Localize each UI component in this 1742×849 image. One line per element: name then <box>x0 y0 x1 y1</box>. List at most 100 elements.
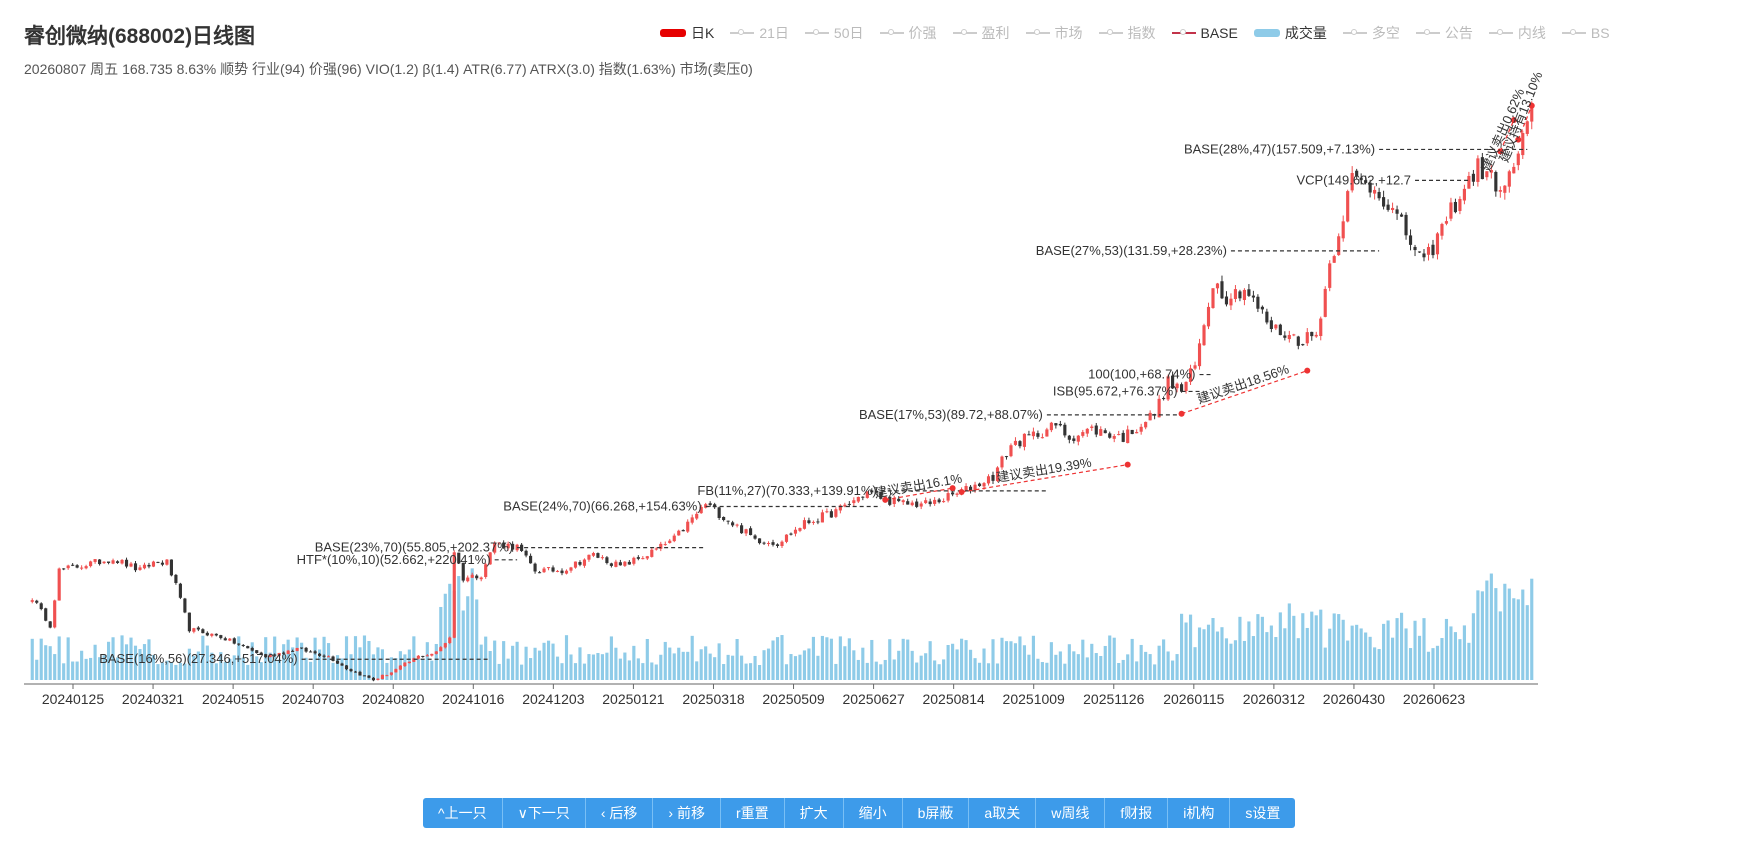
candle <box>169 559 173 577</box>
volume-bar <box>1494 588 1498 680</box>
legend-item-8[interactable]: 成交量 <box>1253 23 1327 43</box>
candle <box>1238 289 1242 302</box>
candle <box>1193 361 1197 371</box>
candle <box>1355 168 1359 180</box>
base-annotation: BASE(23%,70)(55.805,+202.37%) <box>315 540 706 555</box>
candle <box>425 654 429 657</box>
volume-bar <box>309 661 313 680</box>
candle <box>663 541 667 546</box>
candle <box>924 497 928 505</box>
toolbar-button-8[interactable]: a取关 <box>969 798 1037 828</box>
toolbar-button-7[interactable]: b屏蔽 <box>902 798 970 828</box>
candle <box>335 660 340 664</box>
candle <box>614 559 618 568</box>
volume-bar <box>219 652 223 680</box>
volume-bar <box>1377 649 1381 680</box>
candle <box>1144 421 1148 430</box>
volume-bar <box>376 647 380 680</box>
candle <box>367 675 371 679</box>
volume-bar <box>353 636 358 680</box>
toolbar-button-6[interactable]: 缩小 <box>843 798 903 828</box>
toolbar-button-9[interactable]: w周线 <box>1036 798 1106 828</box>
candle <box>1413 244 1417 257</box>
candle <box>120 559 124 565</box>
candle <box>48 621 52 629</box>
volume-bar <box>573 663 578 680</box>
volume-bar <box>461 610 465 680</box>
volume-bar <box>66 637 70 680</box>
volume-bar <box>951 643 955 680</box>
candle <box>677 529 681 536</box>
legend-item-5[interactable]: 市场 <box>1025 23 1083 43</box>
volume-bar <box>1525 605 1529 680</box>
volume-bar <box>479 644 483 680</box>
legend-item-11[interactable]: 内线 <box>1488 23 1546 43</box>
base-annotation: BASE(28%,47)(157.509,+7.13%) <box>1184 141 1528 156</box>
candle <box>106 561 111 565</box>
toolbar-button-2[interactable]: ‹ 后移 <box>585 798 654 828</box>
volume-bar <box>1444 618 1449 680</box>
volume-bar <box>906 639 910 680</box>
candle <box>659 541 663 552</box>
toolbar-button-0[interactable]: ^上一只 <box>423 798 503 828</box>
volume-bar <box>1211 618 1215 680</box>
legend-item-7[interactable]: BASE <box>1171 25 1238 41</box>
candle <box>1085 427 1089 437</box>
toolbar-button-10[interactable]: f财报 <box>1105 798 1169 828</box>
volume-bar <box>596 653 600 680</box>
candle <box>1224 291 1229 307</box>
candle <box>192 627 196 634</box>
volume-bar <box>618 658 622 680</box>
volume-bar <box>53 654 57 680</box>
volume-bar <box>48 646 52 680</box>
legend-marker <box>1561 29 1586 35</box>
toolbar-button-5[interactable]: 扩大 <box>784 798 844 828</box>
legend-item-9[interactable]: 多空 <box>1342 23 1400 43</box>
volume-bar <box>1162 639 1166 680</box>
volume-bar <box>726 654 730 680</box>
legend-item-0[interactable]: 日K <box>660 23 714 43</box>
candle <box>264 653 268 659</box>
toolbar-button-4[interactable]: r重置 <box>720 798 785 828</box>
volume-bar <box>1278 612 1282 680</box>
candle <box>1512 162 1516 174</box>
candle <box>1525 120 1529 137</box>
volume-bar <box>560 663 564 680</box>
candle <box>1036 430 1040 439</box>
stock-chart[interactable]: BASE(16%,56)(27.346,+517.04%) HTF*(10%,10… <box>0 0 1742 790</box>
volume-bar <box>1373 647 1377 680</box>
volume-bar <box>582 663 587 680</box>
legend-item-3[interactable]: 价强 <box>879 23 937 43</box>
toolbar-button-11[interactable]: i机构 <box>1168 798 1231 828</box>
legend-item-2[interactable]: 50日 <box>804 23 864 43</box>
volume-bar <box>1265 632 1269 680</box>
x-tick-label: 20260312 <box>1243 691 1306 707</box>
volume-bar <box>1229 643 1233 680</box>
candle <box>888 495 892 507</box>
volume-bar <box>614 647 618 680</box>
legend-item-12[interactable]: BS <box>1561 25 1610 41</box>
legend-marker <box>660 29 686 37</box>
volume-bar <box>1512 598 1516 680</box>
candle <box>318 652 322 657</box>
legend-item-4[interactable]: 盈利 <box>952 23 1010 43</box>
volume-bar <box>1462 625 1466 680</box>
annotation-layer: BASE(16%,56)(27.346,+517.04%) HTF*(10%,10… <box>99 69 1545 666</box>
volume-bar <box>187 648 191 680</box>
candle <box>1058 420 1062 427</box>
legend-label: 盈利 <box>981 25 1010 41</box>
candle <box>1471 169 1475 186</box>
volume-bar <box>174 664 178 680</box>
legend-item-1[interactable]: 21日 <box>730 23 789 43</box>
candle <box>1444 216 1449 226</box>
toolbar-button-12[interactable]: s设置 <box>1230 798 1296 828</box>
volume-bar <box>991 639 995 680</box>
volume-bar <box>362 635 367 680</box>
legend-item-6[interactable]: 指数 <box>1098 23 1156 43</box>
toolbar-button-3[interactable]: › 前移 <box>653 798 721 828</box>
volume-bar <box>852 650 856 680</box>
toolbar-button-1[interactable]: ∨下一只 <box>502 798 586 828</box>
legend-item-10[interactable]: 公告 <box>1415 23 1473 43</box>
candle <box>1301 343 1305 346</box>
chart-legend: 日K 21日 50日 价强 盈利 市场 指数 BASE 成交量 多空 公告 内线 BS <box>660 23 1626 43</box>
